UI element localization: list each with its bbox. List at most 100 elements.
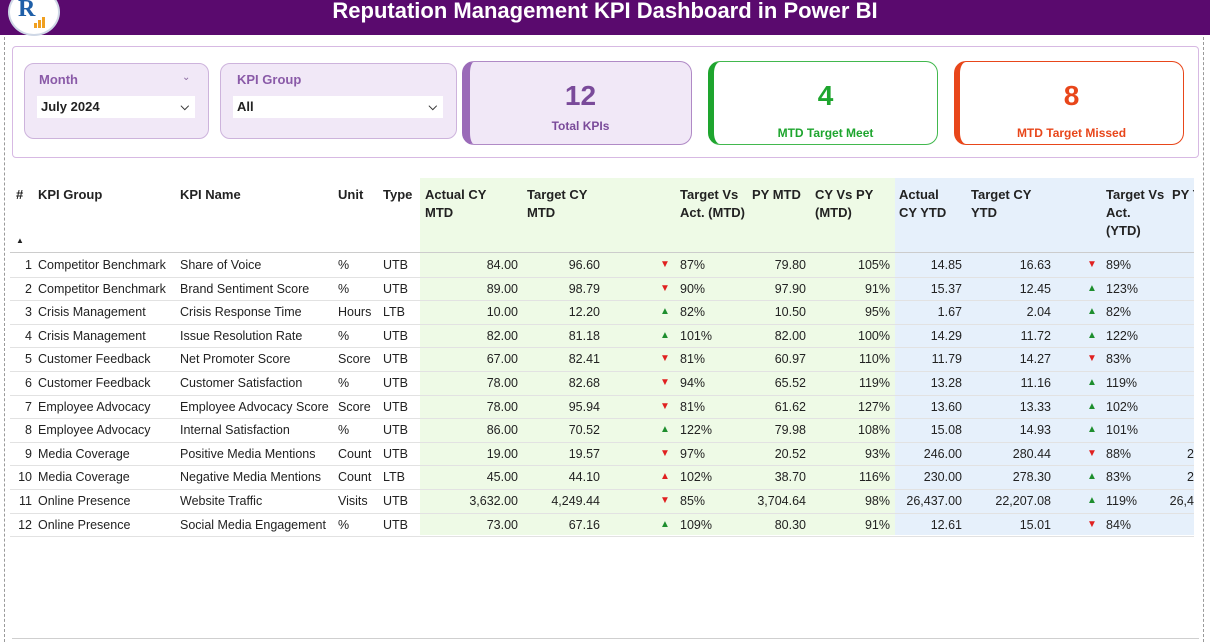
cell-tva-ytd: 102% bbox=[1106, 399, 1138, 414]
table-row[interactable]: 7 Employee Advocacy Employee Advocacy Scor… bbox=[10, 396, 1194, 420]
chevron-down-icon[interactable]: ⌵ bbox=[428, 101, 437, 113]
cell-type: UTB bbox=[383, 423, 408, 438]
cell-type: UTB bbox=[383, 494, 408, 508]
triangle-down-icon: ▼ bbox=[1087, 518, 1097, 530]
cell-group: Media Coverage bbox=[38, 470, 130, 485]
cell-type: UTB bbox=[383, 399, 408, 414]
cell-actual-ytd: 12.61 bbox=[930, 517, 962, 532]
cell-py-mtd: 82.00 bbox=[774, 328, 806, 343]
total-kpis-value: 12 bbox=[564, 80, 597, 111]
column-header-cy-vs-py-mtd[interactable]: CY Vs PY (MTD) bbox=[815, 187, 874, 220]
triangle-up-icon: ▲ bbox=[1087, 306, 1097, 318]
column-header-type[interactable]: Type bbox=[383, 187, 413, 202]
column-header-unit[interactable]: Unit bbox=[338, 187, 364, 202]
cell-target-mtd: 70.52 bbox=[568, 423, 600, 438]
column-header-actual-cy-ytd[interactable]: Actual CY YTD bbox=[899, 187, 947, 220]
cell-tva-mtd: 109% bbox=[680, 517, 712, 532]
cell-name: Negative Media Mentions bbox=[180, 470, 322, 485]
cell-actual-mtd: 10.00 bbox=[486, 305, 518, 320]
header-divider bbox=[10, 252, 1194, 253]
cell-unit: % bbox=[338, 281, 350, 296]
table-row[interactable]: 11 Online Presence Website Traffic Visits UT… bbox=[10, 490, 1194, 514]
cell-tva-mtd: 81% bbox=[680, 352, 706, 367]
chevron-down-icon[interactable]: ⌄ bbox=[182, 72, 191, 83]
table-row[interactable]: 5 Customer Feedback Net Promoter Score Scor… bbox=[10, 348, 1194, 372]
column-header-py-ytd[interactable]: PY Y bbox=[1172, 187, 1194, 202]
table-row[interactable]: 6 Customer Feedback Customer Satisfaction%… bbox=[10, 372, 1194, 396]
table-row[interactable]: 10 Media Coverage Negative Media Mentions C… bbox=[10, 466, 1194, 490]
cell-py-ytd: 26,4 bbox=[1169, 494, 1194, 508]
month-slicer[interactable]: Month ⌄ July 2024 ⌵ bbox=[24, 63, 209, 139]
kpi-table: # ▲ KPI Group KPI Name Unit Type Actual … bbox=[10, 178, 1194, 538]
cell-py-mtd: 80.30 bbox=[774, 517, 806, 532]
cell-target-mtd: 44.10 bbox=[568, 470, 600, 485]
cell-unit: Hours bbox=[338, 305, 372, 320]
month-dropdown[interactable]: July 2024 ⌵ bbox=[37, 96, 195, 118]
cell-name: Crisis Response Time bbox=[180, 305, 302, 320]
table-row[interactable]: 12 Online Presence Social Media Engagement… bbox=[10, 514, 1194, 538]
cell-group: Media Coverage bbox=[38, 446, 130, 461]
cell-actual-ytd: 1.67 bbox=[937, 305, 962, 320]
cell-type: UTB bbox=[383, 517, 408, 532]
cell-group: Employee Advocacy bbox=[38, 399, 151, 414]
cell-name: Net Promoter Score bbox=[180, 352, 291, 367]
table-row[interactable]: 2 Competitor Benchmark Brand Sentiment Sco… bbox=[10, 278, 1194, 302]
cell-actual-mtd: 82.00 bbox=[486, 328, 518, 343]
cell-cyvspy-mtd: 98% bbox=[864, 494, 890, 508]
cell-actual-ytd: 15.37 bbox=[930, 281, 962, 296]
chevron-down-icon[interactable]: ⌵ bbox=[180, 101, 189, 113]
cell-num: 3 bbox=[25, 305, 32, 320]
cell-target-mtd: 81.18 bbox=[568, 328, 600, 343]
column-header-kpi-group[interactable]: KPI Group bbox=[38, 187, 103, 202]
kpi-group-slicer[interactable]: KPI Group All ⌵ bbox=[220, 63, 457, 139]
month-selected-value: July 2024 bbox=[41, 99, 100, 114]
triangle-up-icon: ▲ bbox=[1087, 400, 1097, 412]
cell-name: Issue Resolution Rate bbox=[180, 328, 303, 343]
cell-actual-mtd: 78.00 bbox=[486, 376, 518, 390]
cell-target-ytd: 11.72 bbox=[1020, 328, 1051, 343]
cell-py-mtd: 3,704.64 bbox=[757, 494, 806, 508]
cell-cyvspy-mtd: 127% bbox=[858, 399, 890, 414]
cell-cyvspy-mtd: 119% bbox=[858, 376, 890, 390]
cell-py-mtd: 61.62 bbox=[774, 399, 806, 414]
cell-name: Customer Satisfaction bbox=[180, 376, 303, 390]
cell-target-ytd: 14.27 bbox=[1019, 352, 1051, 367]
table-row[interactable]: 9 Media Coverage Positive Media Mentions Co… bbox=[10, 443, 1194, 467]
cell-cyvspy-mtd: 105% bbox=[858, 258, 890, 272]
cell-group: Crisis Management bbox=[38, 305, 146, 320]
cell-unit: Score bbox=[338, 399, 371, 414]
table-row[interactable]: 1 Competitor Benchmark Share of Voice% UTB 8… bbox=[10, 254, 1194, 278]
kpi-group-slicer-label: KPI Group bbox=[237, 72, 302, 87]
table-row[interactable]: 3 Crisis Management Crisis Response Time Ho… bbox=[10, 301, 1194, 325]
column-header-target-cy-mtd[interactable]: Target CY MTD bbox=[527, 187, 588, 220]
column-header-target-vs-act-ytd[interactable]: Target Vs Act. (YTD) bbox=[1106, 187, 1165, 238]
cell-cyvspy-mtd: 108% bbox=[858, 423, 890, 438]
cell-target-ytd: 278.30 bbox=[1012, 470, 1051, 485]
cell-cyvspy-mtd: 110% bbox=[858, 352, 890, 367]
cell-tva-ytd: 119% bbox=[1106, 494, 1138, 508]
column-header-target-vs-act-mtd[interactable]: Target Vs Act. (MTD) bbox=[680, 187, 745, 220]
mtd-target-missed-label: MTD Target Missed bbox=[1016, 126, 1127, 140]
triangle-up-icon: ▲ bbox=[660, 306, 670, 318]
kpi-group-dropdown[interactable]: All ⌵ bbox=[233, 96, 443, 118]
triangle-down-icon: ▼ bbox=[660, 259, 670, 270]
cell-actual-ytd: 14.29 bbox=[930, 328, 962, 343]
table-row[interactable]: 8 Employee Advocacy Internal Satisfaction%… bbox=[10, 419, 1194, 443]
cell-num: 12 bbox=[18, 517, 32, 532]
cell-tva-mtd: 122% bbox=[680, 423, 712, 438]
cell-name: Brand Sentiment Score bbox=[180, 281, 310, 296]
column-header-actual-cy-mtd[interactable]: Actual CY MTD bbox=[425, 187, 487, 220]
triangle-down-icon: ▼ bbox=[660, 282, 670, 294]
cell-num: 5 bbox=[25, 352, 32, 367]
table-row[interactable]: 4 Crisis Management Issue Resolution Rate%… bbox=[10, 325, 1194, 349]
cell-type: UTB bbox=[383, 446, 408, 461]
cell-actual-ytd: 15.08 bbox=[930, 423, 962, 438]
column-header-num[interactable]: # bbox=[16, 187, 24, 202]
column-header-kpi-name[interactable]: KPI Name bbox=[180, 187, 241, 202]
column-header-py-mtd[interactable]: PY MTD bbox=[752, 187, 801, 202]
sort-asc-icon[interactable]: ▲ bbox=[16, 236, 24, 245]
triangle-up-icon: ▲ bbox=[1087, 495, 1097, 506]
column-header-target-cy-ytd[interactable]: Target CY YTD bbox=[971, 187, 1032, 220]
mtd-columns-band bbox=[420, 178, 895, 535]
company-logo: R bbox=[8, 0, 60, 36]
